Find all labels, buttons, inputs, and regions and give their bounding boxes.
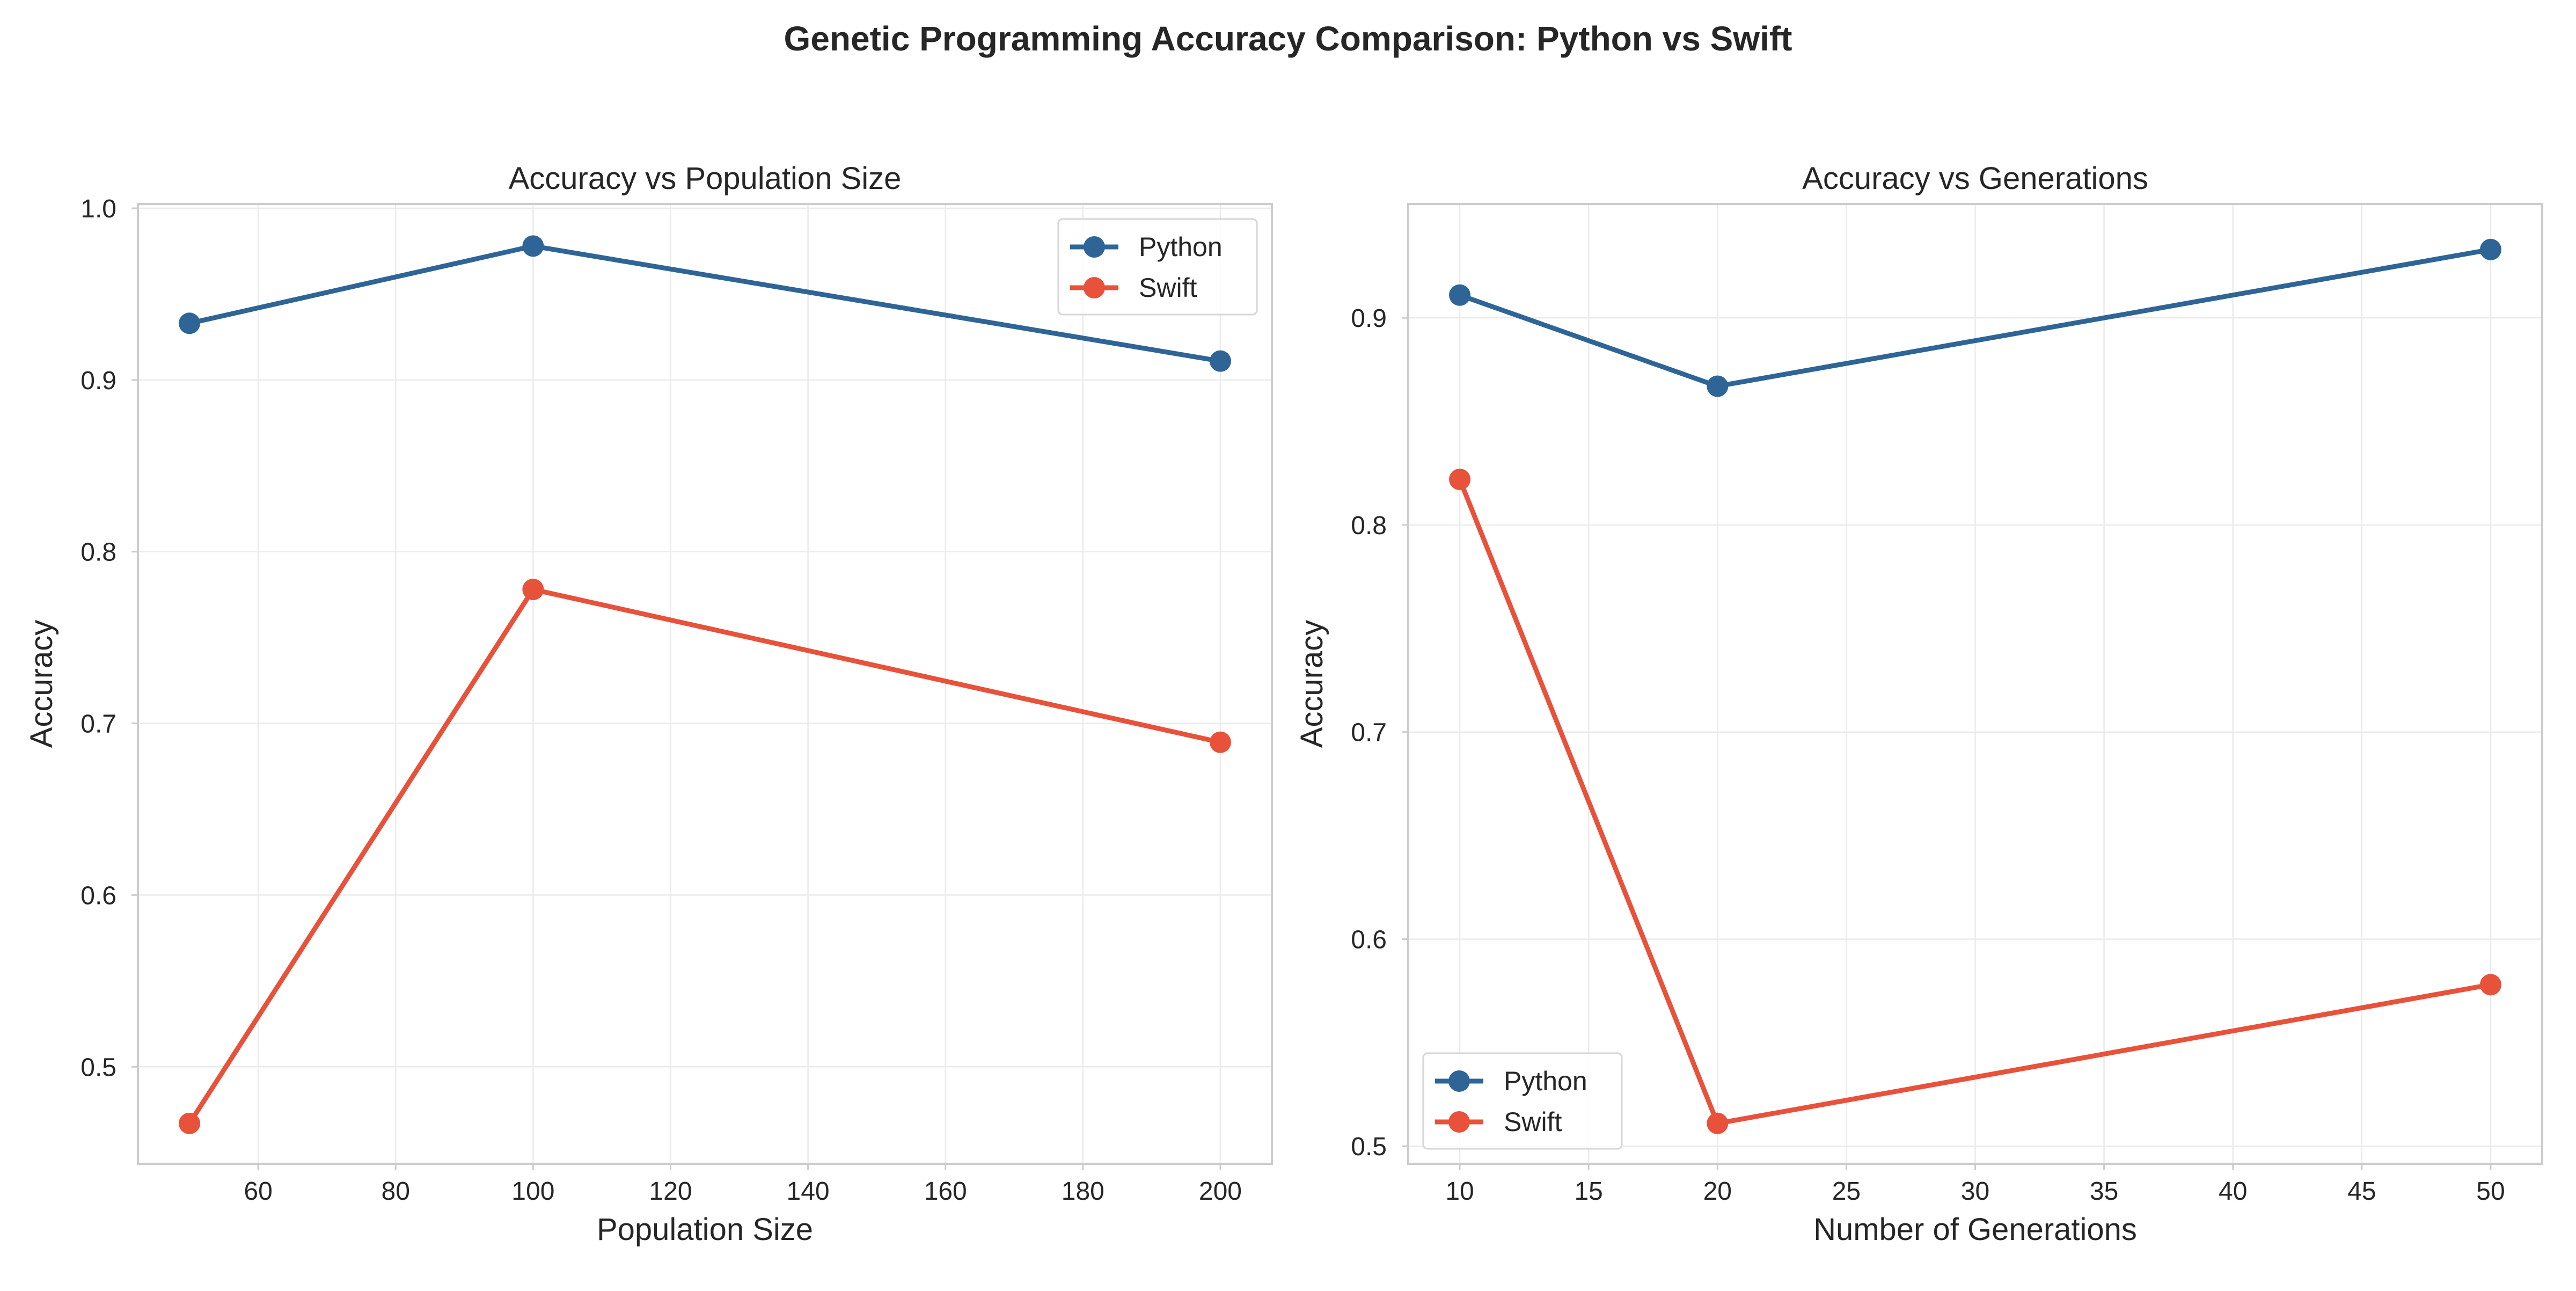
generations-panel: 10 15 20 25 30 35 40 45 50 0.5 0.6 0.7 0.8 0.9 Accurac… [1294,161,2543,1247]
plot-frame [137,203,1273,1165]
y-tick-label: 0.7 [1351,719,1387,747]
x-tick-label: 25 [1832,1177,1861,1206]
y-tick-label: 0.9 [80,367,116,395]
legend-box [1422,1052,1623,1150]
data-point [1209,731,1231,753]
y-tick-label: 0.9 [1351,304,1387,333]
data-point [1449,469,1471,491]
series-swift [1449,469,2501,1134]
subplot-title: Accuracy vs Population Size [509,161,902,196]
x-tick-label: 35 [2090,1177,2118,1206]
data-point [1707,375,1729,397]
figure-title: Genetic Programming Accuracy Comparison:… [784,19,1792,58]
series-python [179,235,1231,372]
data-point [1209,350,1231,372]
data-point [2479,974,2501,996]
data-point [522,579,544,601]
x-tick-label: 50 [2476,1177,2505,1206]
y-tick-label: 0.8 [1351,512,1387,540]
data-point [1707,1112,1729,1134]
x-tick-label: 160 [924,1177,967,1206]
legend-marker [1084,277,1105,298]
x-tick-label: 120 [649,1177,692,1206]
y-tick-label: 0.6 [1351,925,1387,954]
x-tick-label: 80 [382,1177,410,1206]
x-tick-label: 15 [1574,1177,1602,1206]
legend-marker [1448,1070,1470,1092]
legend-label: Python [1139,232,1223,262]
legend-label: Swift [1139,273,1197,303]
x-tick-label: 30 [1961,1177,1989,1206]
x-tick-label: 60 [244,1177,272,1206]
x-tick-label: 40 [2219,1177,2247,1206]
x-axis-label: Population Size [597,1212,813,1247]
y-tick-label: 1.0 [80,195,116,223]
legend-marker [1448,1111,1470,1133]
series-swift [179,579,1231,1134]
legend: Python Swift [1422,1052,1623,1150]
data-point [179,312,201,334]
y-tick-label: 0.7 [80,710,116,739]
population-size-panel: 60 80 100 120 140 160 180 200 0.5 0.6 0.7 0.8 0.9 1.0… [24,161,1273,1247]
data-point [1449,284,1471,306]
legend-label: Python [1504,1066,1587,1096]
x-tick-label: 20 [1703,1177,1732,1206]
legend-marker [1084,236,1105,258]
y-axis-label: Accuracy [1294,620,1329,748]
data-point [2479,238,2501,260]
x-tick-label: 10 [1445,1177,1474,1206]
data-point [179,1112,201,1134]
x-tick-label: 140 [787,1177,830,1206]
x-tick-label: 45 [2347,1177,2376,1206]
x-axis-label: Number of Generations [1813,1212,2137,1247]
x-tick-label: 180 [1062,1177,1104,1206]
subplot-title: Accuracy vs Generations [1802,161,2148,196]
y-tick-label: 0.5 [1351,1133,1387,1161]
legend-box [1057,218,1258,316]
data-point [522,235,544,257]
x-tick-label: 100 [511,1177,554,1206]
legend: Python Swift [1057,218,1258,316]
y-tick-label: 0.8 [80,538,116,567]
series-python [1449,238,2501,397]
legend-label: Swift [1504,1107,1562,1137]
y-tick-label: 0.5 [80,1053,116,1082]
x-tick-label: 200 [1199,1177,1242,1206]
y-axis-label: Accuracy [24,620,59,748]
y-tick-label: 0.6 [80,881,116,910]
